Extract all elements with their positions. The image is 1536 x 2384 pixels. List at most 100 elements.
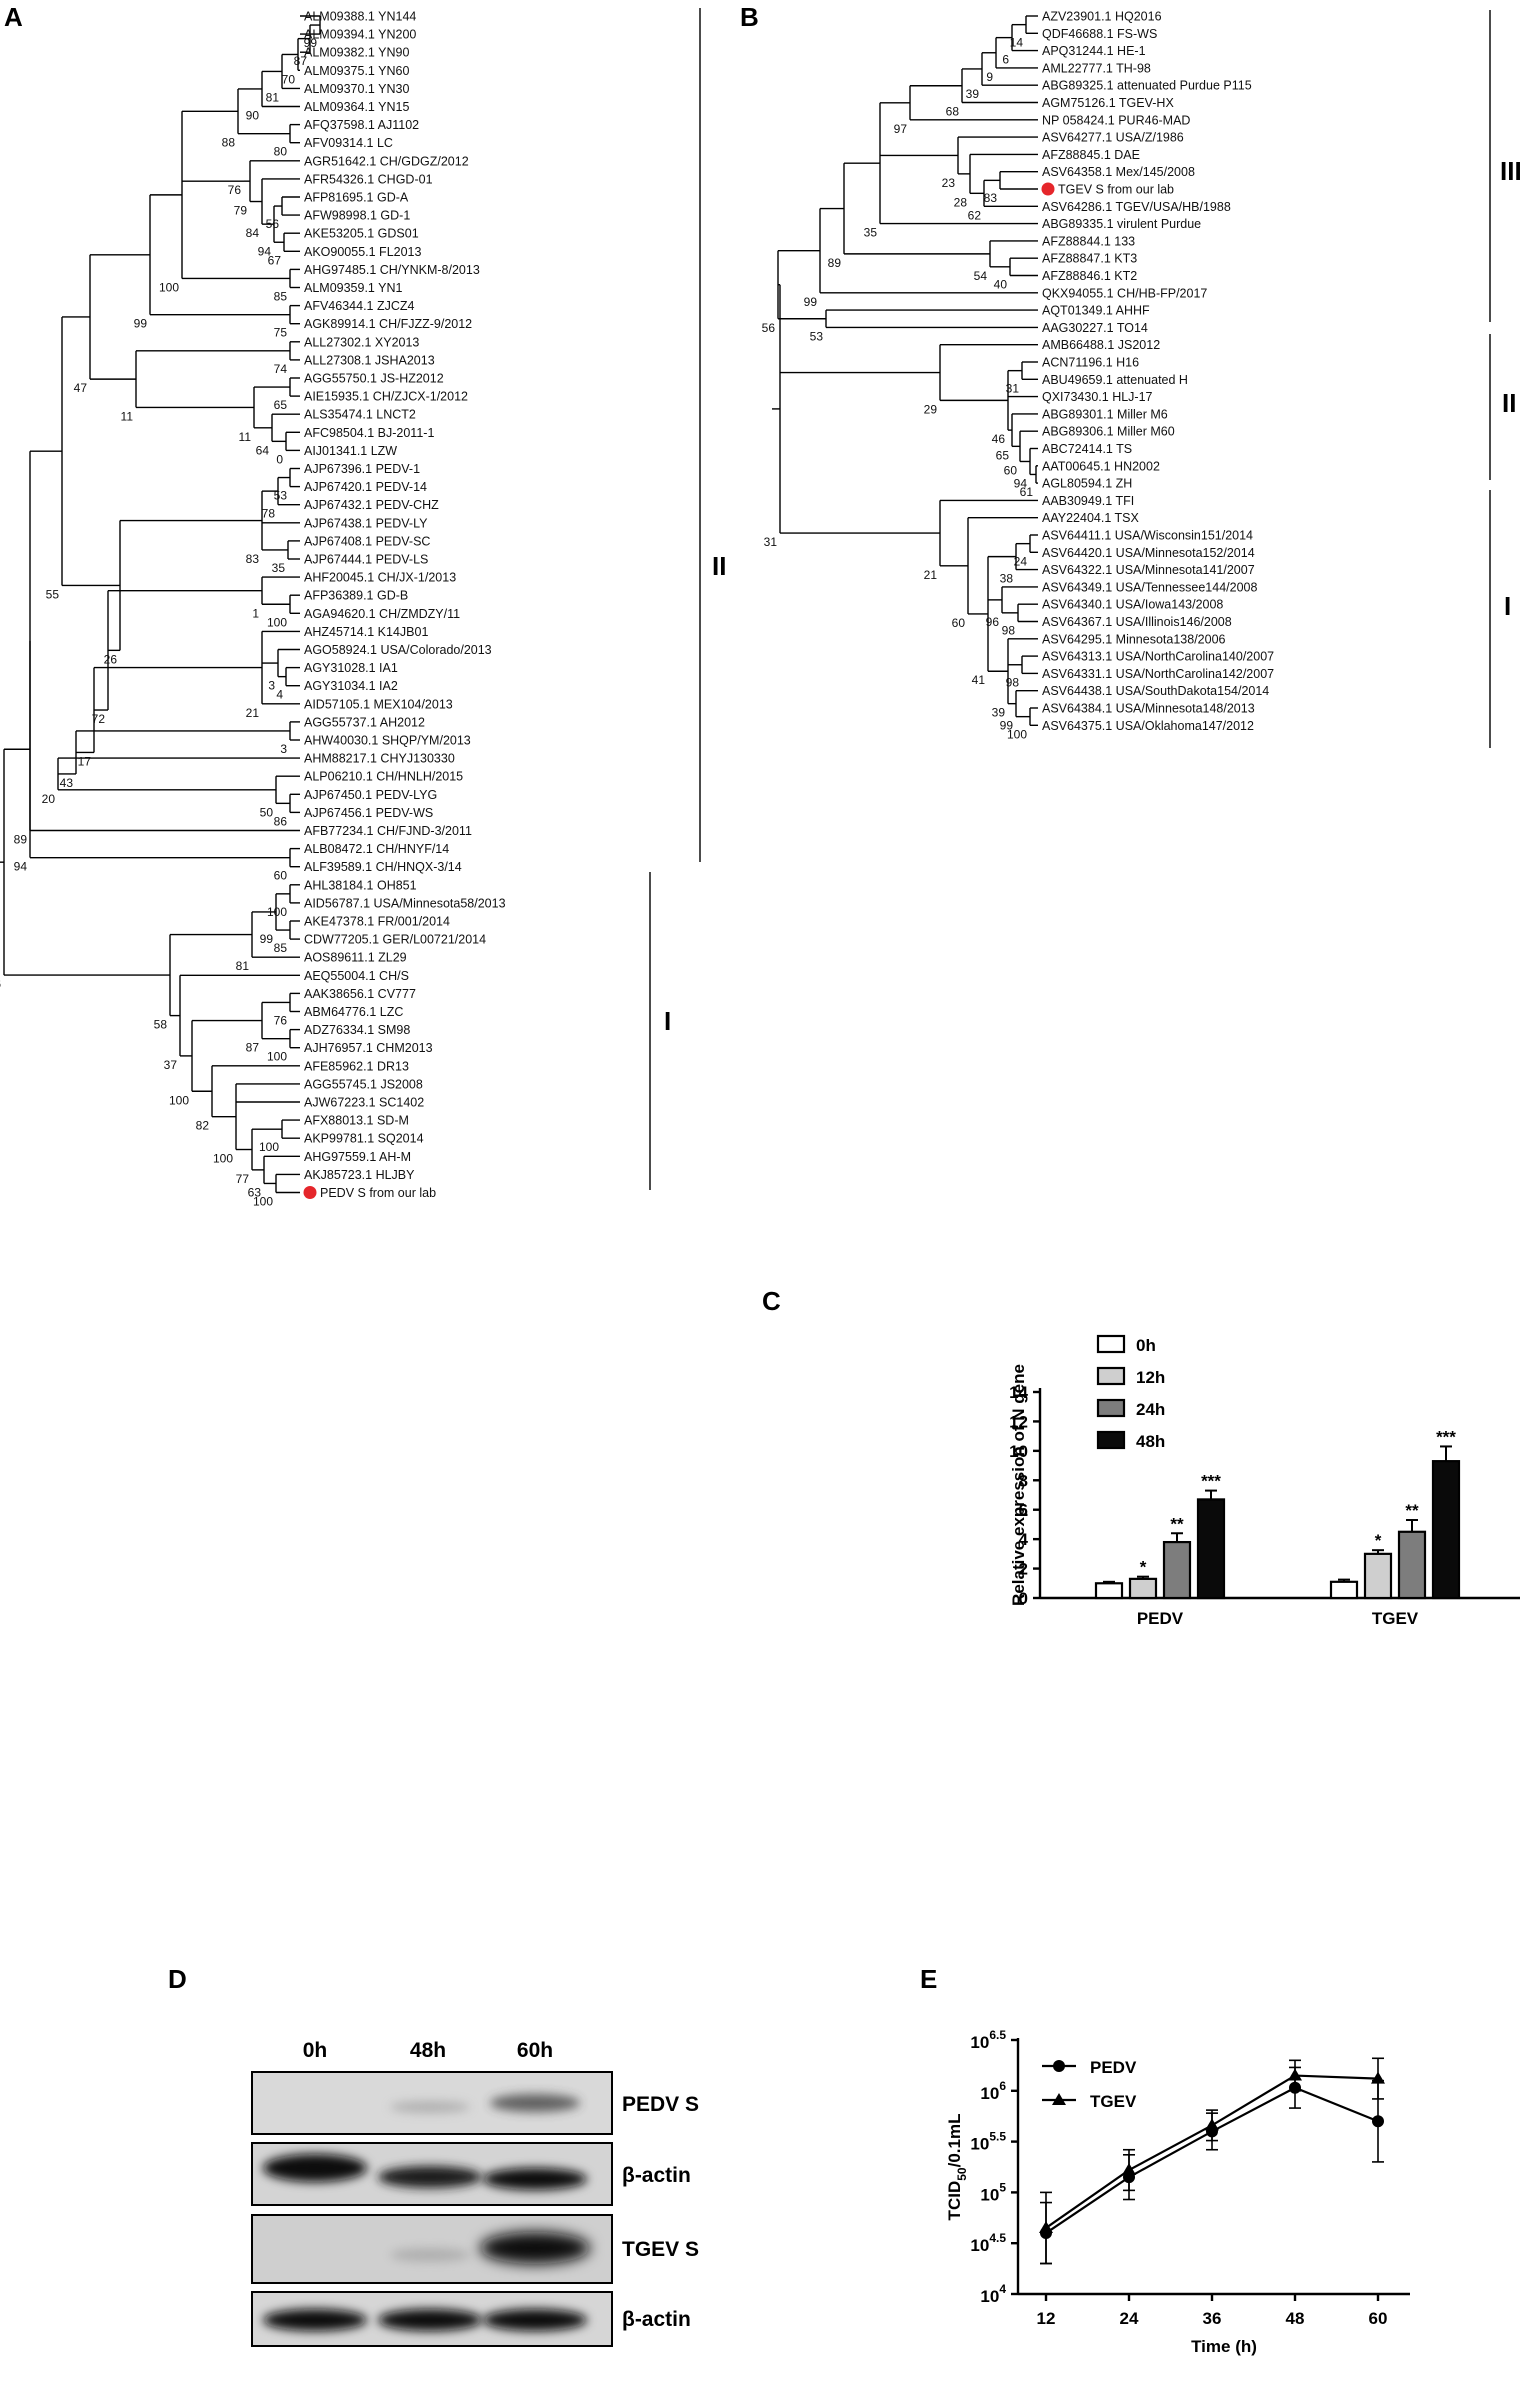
tree-leaf-label: ASV64358.1 Mex/145/2008 [1042, 165, 1195, 179]
bootstrap-value: 70 [282, 72, 296, 86]
bar [1363, 1552, 1393, 1600]
bootstrap-value: 100 [213, 1152, 233, 1166]
bootstrap-value: 9 [986, 70, 993, 84]
tree-leaf-label: AJP67444.1 PEDV-LS [304, 553, 428, 567]
bootstrap-value: 100 [267, 905, 287, 919]
blot-row-label-beta-actin-2: β-actin [622, 2308, 691, 2331]
x-tick-label: 12 [1037, 2309, 1056, 2328]
y-tick-exp: 5.5 [989, 2130, 1006, 2144]
tree-leaf-label: ABC72414.1 TS [1042, 442, 1132, 456]
y-tick-base: 10 [970, 2236, 989, 2255]
tree-leaf-label: AGM75126.1 TGEV-HX [1042, 96, 1174, 110]
bootstrap-value: 64 [256, 443, 270, 457]
blot-lane-label-60h: 60h [517, 2039, 553, 2062]
bootstrap-value: 53 [274, 489, 288, 503]
bootstrap-value: 62 [968, 208, 982, 222]
tree-leaf-label: QDF46688.1 FS-WS [1042, 27, 1157, 41]
bootstrap-value: 4 [276, 688, 283, 702]
bootstrap-value: 23 [942, 176, 956, 190]
panel-label-c: C [762, 1286, 781, 1316]
x-category-label: PEDV [1137, 1609, 1184, 1628]
tree-leaf-label: ACN71196.1 H16 [1042, 356, 1139, 370]
y-tick-label: 106 [980, 2079, 1006, 2103]
y-tick-exp: 6.5 [989, 2028, 1006, 2042]
tree-leaf-label: ASV64277.1 USA/Z/1986 [1042, 131, 1184, 145]
tree-leaf-label: ALM09394.1 YN200 [304, 28, 416, 42]
significance-marker: *** [1436, 1427, 1456, 1446]
tree-leaf-label: AGG55750.1 JS-HZ2012 [304, 372, 444, 386]
tree-leaf-label: ASV64313.1 USA/NorthCarolina140/2007 [1042, 650, 1274, 664]
bootstrap-value: 60 [274, 869, 288, 883]
bootstrap-value: 81 [236, 959, 250, 973]
bootstrap-value: 47 [74, 381, 88, 395]
y-tick-label: 14 [1009, 1383, 1028, 1402]
bootstrap-value: 88 [222, 136, 236, 150]
bootstrap-value: 11 [121, 409, 134, 423]
tree-leaf-label: AJW67223.1 SC1402 [304, 1096, 424, 1110]
tree-leaf-label: AHM88217.1 CHYJ130330 [304, 752, 455, 766]
bootstrap-value: 41 [972, 673, 986, 687]
bootstrap-value: 37 [164, 1058, 178, 1072]
bootstrap-value: 99 [1000, 719, 1014, 733]
tree-leaf-label: AKE47378.1 FR/001/2014 [304, 915, 450, 929]
data-point [1372, 2115, 1384, 2128]
tree-leaf-label: ALM09382.1 YN90 [304, 46, 409, 60]
data-point [1122, 2163, 1136, 2176]
data-point [1371, 2071, 1385, 2084]
bootstrap-value: 100 [267, 1050, 287, 1064]
y-axis-title: Relative expression of N gene [1009, 1364, 1028, 1606]
data-point [1288, 2068, 1302, 2081]
bootstrap-value: 82 [196, 1119, 210, 1133]
tree-leaf-label: AZV23901.1 HQ2016 [1042, 10, 1162, 24]
bootstrap-value: 55 [46, 587, 60, 601]
tree-leaf-label: AFQ37598.1 AJ1102 [304, 118, 419, 132]
significance-marker: * [1375, 1531, 1382, 1550]
bootstrap-value: 65 [996, 448, 1010, 462]
tree-leaf-label: AGG55745.1 JS2008 [304, 1077, 423, 1091]
bootstrap-value: 67 [268, 253, 282, 267]
y-axis-title-rest: /0.1mL [945, 2114, 964, 2168]
bootstrap-value: 39 [966, 87, 980, 101]
bootstrap-value: 76 [274, 1014, 288, 1028]
tree-leaf-label: AKO90055.1 FL2013 [304, 245, 421, 259]
bootstrap-value: 43 [60, 776, 74, 790]
legend-label: 12h [1136, 1368, 1165, 1387]
blot-strip-tgev-s [251, 2214, 613, 2284]
tree-leaf-label: ALP06210.1 CH/HNLH/2015 [304, 770, 463, 784]
tree-leaf-label: ALM09364.1 YN15 [304, 100, 409, 114]
tree-leaf-label: ASV64367.1 USA/Illinois146/2008 [1042, 615, 1232, 629]
tree-leaf-label: ASV64375.1 USA/Oklahoma147/2012 [1042, 719, 1254, 733]
blot-strip-beta-actin-1 [251, 2142, 613, 2206]
tree-leaf-label: AFV09314.1 LC [304, 136, 393, 150]
bootstrap-value: 94 [258, 244, 272, 258]
y-tick-label: 106.5 [970, 2028, 1006, 2052]
tree-leaf-label: AGK89914.1 CH/FJZZ-9/2012 [304, 317, 472, 331]
tree-leaf-label: ALL27302.1 XY2013 [304, 335, 419, 349]
y-tick-label: 0 [1019, 1589, 1028, 1608]
significance-marker: ** [1170, 1514, 1184, 1533]
tree-leaf-label: ALM09370.1 YN30 [304, 82, 409, 96]
tree-leaf-label: AFP81695.1 GD-A [304, 191, 409, 205]
legend-marker-circle-icon [1053, 2060, 1065, 2072]
panel-label-e: E [920, 1964, 938, 1994]
tree-leaf-label: AJP67456.1 PEDV-WS [304, 806, 433, 820]
tree-leaf-label: ABG89301.1 Miller M6 [1042, 407, 1168, 421]
bootstrap-value: 85 [274, 290, 288, 304]
bootstrap-value: 89 [828, 256, 842, 270]
tree-leaf-label: AFZ88846.1 KT2 [1042, 269, 1137, 283]
y-tick-base: 10 [970, 2135, 989, 2154]
bootstrap-value: 100 [169, 1093, 189, 1107]
bootstrap-value: 87 [246, 1041, 260, 1055]
y-tick-exp: 5 [999, 2180, 1006, 2194]
bootstrap-value: 31 [1006, 381, 1020, 395]
bootstrap-value: 99 [260, 932, 274, 946]
blot-strip-beta-actin-2 [251, 2291, 613, 2347]
y-tick-base: 10 [980, 2084, 999, 2103]
x-tick-label: 60 [1369, 2309, 1388, 2328]
tree-leaf-label: APQ31244.1 HE-1 [1042, 44, 1146, 58]
x-tick-label: 36 [1203, 2309, 1222, 2328]
tree-leaf-label: ASV64286.1 TGEV/USA/HB/1988 [1042, 200, 1231, 214]
y-tick-label: 2 [1019, 1560, 1028, 1579]
bootstrap-value: 83 [246, 552, 260, 566]
